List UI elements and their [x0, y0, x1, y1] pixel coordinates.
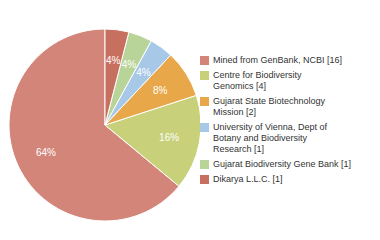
svg-text:4%: 4% — [136, 67, 151, 78]
svg-text:64%: 64% — [36, 147, 56, 158]
svg-text:4%: 4% — [106, 55, 121, 66]
svg-text:8%: 8% — [153, 85, 168, 96]
html-text:Dikarya L.L.C. [1]: Dikarya L.L.C. [1] — [213, 174, 283, 184]
html-text:University of Vienna, Dept of: University of Vienna, Dept of Botany and… — [213, 122, 327, 154]
html-text:Centre for Biodiversity Genomi: Centre for Biodiversity Genomics [4] — [213, 70, 302, 91]
html-text:Gujarat State Biotechnology Mi: Gujarat State Biotechnology Mission [2] — [213, 96, 326, 117]
html-text:Mined from GenBank, NCBI [16]: Mined from GenBank, NCBI [16] — [213, 55, 343, 65]
html-text:Gujarat Biodiversity Gene Bank: Gujarat Biodiversity Gene Bank [1] — [213, 159, 352, 169]
svg-text:16%: 16% — [159, 132, 179, 143]
svg-text:4%: 4% — [122, 59, 137, 70]
